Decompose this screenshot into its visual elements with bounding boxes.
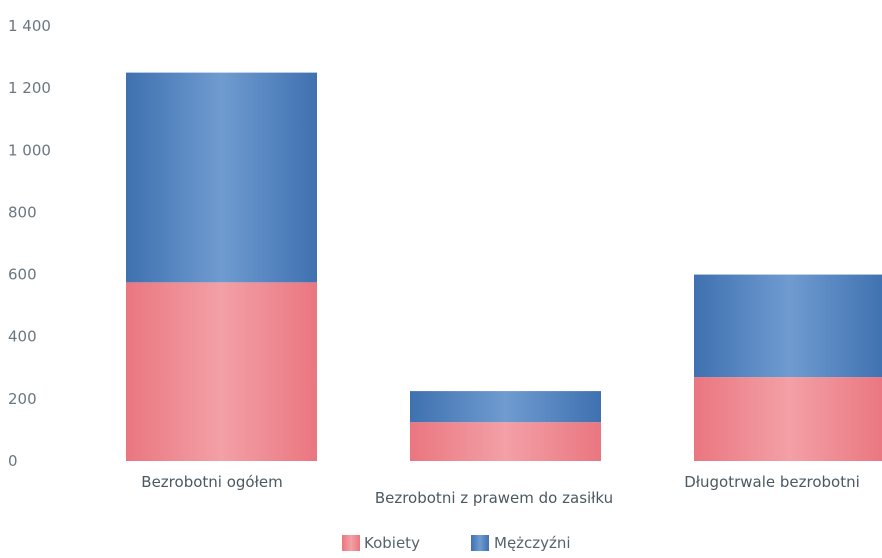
legend-item: Kobiety xyxy=(342,534,420,552)
bar-segment-kobiety xyxy=(410,422,601,461)
x-category-label: Bezrobotni ogółem xyxy=(141,473,282,491)
legend-swatch xyxy=(342,535,360,551)
bar-segment-mezczyzni xyxy=(410,391,601,423)
bar-segment-mezczyzni xyxy=(694,274,882,378)
bars-group xyxy=(126,72,882,461)
y-tick-label: 600 xyxy=(8,266,37,284)
legend-label: Mężczyźni xyxy=(494,534,571,552)
y-tick-label: 0 xyxy=(8,452,18,470)
y-tick-label: 800 xyxy=(8,203,37,221)
legend-item: Mężczyźni xyxy=(471,534,571,552)
y-tick-label: 1 400 xyxy=(8,17,51,35)
bar-segment-mezczyzni xyxy=(126,72,317,283)
y-tick-label: 200 xyxy=(8,390,37,408)
x-axis-labels: Bezrobotni ogółem Bezrobotni z prawem do … xyxy=(141,473,860,507)
x-category-label: Długotrwale bezrobotni xyxy=(684,473,860,491)
y-tick-label: 400 xyxy=(8,328,37,346)
bar-segment-kobiety xyxy=(694,377,882,461)
y-tick-label: 1 200 xyxy=(8,79,51,97)
x-category-label: Bezrobotni z prawem do zasiłku xyxy=(375,489,613,507)
legend-label: Kobiety xyxy=(364,534,420,552)
legend: Kobiety Mężczyźni xyxy=(342,534,571,552)
y-tick-label: 1 000 xyxy=(8,141,51,159)
bar-segment-kobiety xyxy=(126,282,317,461)
legend-swatch xyxy=(471,535,489,551)
y-axis-ticks: 0 200 400 600 800 1 000 1 200 1 400 xyxy=(8,17,51,470)
